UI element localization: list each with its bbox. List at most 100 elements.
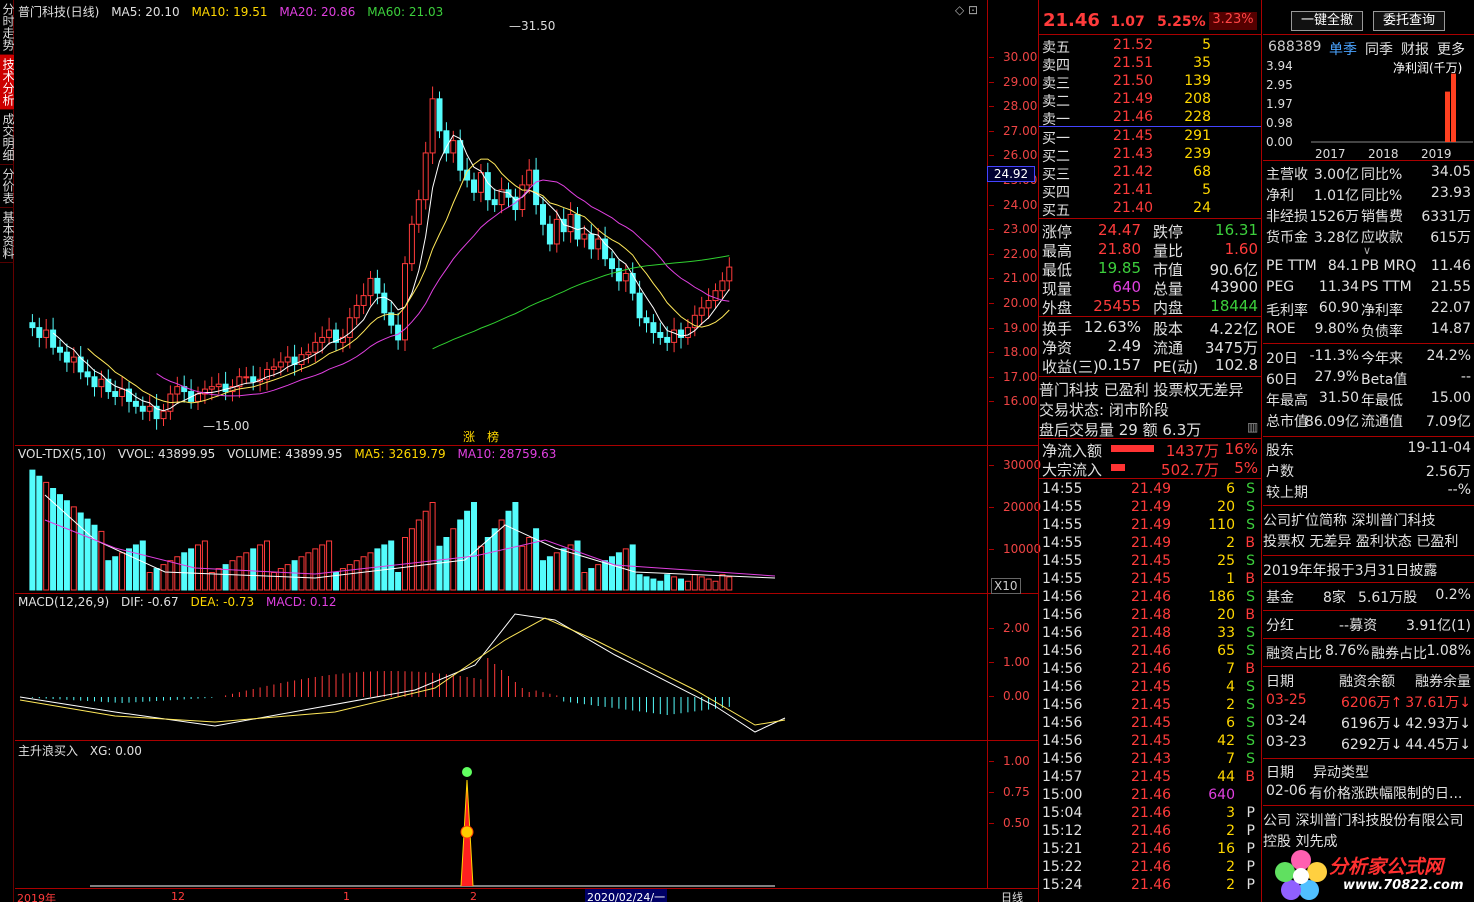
tick-row[interactable]: 14:56 21.48 33 S xyxy=(1039,625,1261,643)
tick-row[interactable]: 14:56 21.45 42 S xyxy=(1039,733,1261,751)
volume-bar xyxy=(174,556,181,591)
tick-price: 21.49 xyxy=(1131,481,1172,497)
volume-bar xyxy=(188,548,195,591)
dif-line xyxy=(19,613,786,733)
volume-label: VOLUME: 43899.95 xyxy=(227,447,343,461)
tick-row[interactable]: 15:21 21.46 16 P xyxy=(1039,841,1261,859)
ask-row[interactable]: 卖四 21.51 35 xyxy=(1039,55,1261,74)
tick-row[interactable]: 14:56 21.45 2 S xyxy=(1039,697,1261,715)
tick-row[interactable]: 15:00 21.46 640 xyxy=(1039,787,1261,805)
stat-label: 内盘 xyxy=(1153,299,1184,317)
stat-label: 最高 xyxy=(1042,242,1073,260)
kline-chart-area[interactable]: 普门科技(日线) MA5: 20.10 MA10: 19.51 MA20: 20… xyxy=(15,0,1041,902)
tick-row[interactable]: 14:55 21.49 2 B xyxy=(1039,535,1261,553)
tick-row[interactable]: 15:22 21.46 2 P xyxy=(1039,859,1261,877)
tick-row[interactable]: 14:56 21.45 4 S xyxy=(1039,679,1261,697)
side-tab-1[interactable]: 技术分析 xyxy=(0,55,15,110)
margin-head-short: 融券余量 xyxy=(1415,674,1471,690)
candle xyxy=(533,169,540,206)
fin-label: PS TTM xyxy=(1361,279,1412,295)
bid-row[interactable]: 买三 21.42 68 xyxy=(1039,164,1261,183)
bid-row[interactable]: 买二 21.43 239 xyxy=(1039,146,1261,165)
expand-icon[interactable]: ∨ xyxy=(1363,244,1372,257)
volume-bar xyxy=(691,574,698,591)
candle xyxy=(650,322,657,334)
fin-value: 19-11-04 xyxy=(1407,440,1471,456)
fin-tab-1[interactable]: 同季 xyxy=(1365,42,1393,58)
tick-row[interactable]: 14:55 21.45 25 S xyxy=(1039,553,1261,571)
ask-price: 21.51 xyxy=(1113,55,1154,71)
ask-label: 卖一 xyxy=(1042,112,1070,128)
fin-label: 销售费 xyxy=(1361,209,1403,225)
tick-row[interactable]: 14:56 21.45 6 S xyxy=(1039,715,1261,733)
bid-row[interactable]: 买一 21.45 291 xyxy=(1039,128,1261,147)
ask-label: 卖五 xyxy=(1042,40,1070,56)
stat-value: 12.63% xyxy=(1083,318,1141,336)
event-head-date: 日期 xyxy=(1266,765,1294,781)
bid-row[interactable]: 买四 21.41 5 xyxy=(1039,182,1261,201)
fin-tabs[interactable]: 单季 同季 财报 更多 xyxy=(1329,39,1473,59)
bid-row[interactable]: 买五 21.40 24 xyxy=(1039,200,1261,219)
bar-title: 净利润(千万) xyxy=(1393,61,1462,75)
event-row[interactable]: 02-06 有价格涨跌幅限制的日... xyxy=(1263,783,1474,804)
volume-bar xyxy=(105,560,112,591)
tick-row[interactable]: 14:56 21.46 7 B xyxy=(1039,661,1261,679)
tick-row[interactable]: 14:55 21.49 20 S xyxy=(1039,499,1261,517)
tick-row[interactable]: 14:56 21.48 20 B xyxy=(1039,607,1261,625)
candle xyxy=(319,336,326,343)
volume-bar xyxy=(484,537,491,591)
axis-tick: 26.00 xyxy=(1003,148,1038,163)
tick-volume: 65 xyxy=(1217,643,1235,659)
side-tab-4[interactable]: 基本资料 xyxy=(0,208,15,263)
bid-label: 买一 xyxy=(1042,131,1070,147)
tick-row[interactable]: 15:04 21.46 3 P xyxy=(1039,805,1261,823)
candle xyxy=(553,218,560,245)
tick-row[interactable]: 14:55 21.49 110 S xyxy=(1039,517,1261,535)
candle xyxy=(664,336,671,343)
tick-row[interactable]: 14:56 21.46 186 S xyxy=(1039,589,1261,607)
order-query-button[interactable]: 委托查询 xyxy=(1373,11,1445,31)
period-label[interactable]: 日线 xyxy=(1001,891,1023,902)
side-tab-2[interactable]: 成交明细 xyxy=(0,110,15,165)
fin-tab-2[interactable]: 财报 xyxy=(1401,42,1429,58)
ask-row[interactable]: 卖五 21.52 5 xyxy=(1039,37,1261,56)
tick-row[interactable]: 15:24 21.46 2 P xyxy=(1039,877,1261,895)
ask-row[interactable]: 卖二 21.49 208 xyxy=(1039,91,1261,110)
stat-value: 90.6亿 xyxy=(1209,261,1258,279)
fin-label: PEG xyxy=(1266,279,1295,295)
fin-label: 年最高 xyxy=(1266,393,1308,409)
side-tab-0[interactable]: 分时走势 xyxy=(0,0,15,55)
volume-bar xyxy=(533,528,540,591)
fin-label: 负债率 xyxy=(1361,324,1403,340)
fin-tab-3[interactable]: 更多 xyxy=(1437,42,1465,58)
dea-line xyxy=(19,617,786,726)
tick-row[interactable]: 14:55 21.49 6 S xyxy=(1039,481,1261,499)
candle xyxy=(105,378,112,393)
fin-value: 1.01亿 xyxy=(1313,188,1359,204)
tick-row[interactable]: 14:56 21.43 7 S xyxy=(1039,751,1261,769)
fin-value: 1526万 xyxy=(1309,209,1359,225)
fin-tab-0[interactable]: 单季 xyxy=(1329,42,1357,58)
fin-value: -- xyxy=(1460,369,1471,385)
ask-row[interactable]: 卖三 21.50 139 xyxy=(1039,73,1261,92)
ma60-line xyxy=(432,255,730,350)
tick-row[interactable]: 14:55 21.45 1 B xyxy=(1039,571,1261,589)
detail-icon[interactable]: ▥ xyxy=(1247,420,1259,434)
candle xyxy=(698,307,705,316)
ma20-line xyxy=(156,179,730,397)
volume-bar xyxy=(333,572,339,591)
tick-row[interactable]: 14:56 21.46 65 S xyxy=(1039,643,1261,661)
ask-row[interactable]: 卖一 21.46 228 xyxy=(1039,109,1261,128)
side-tab-3[interactable]: 分价表 xyxy=(0,165,15,208)
panel-toggle-icon[interactable]: ◇ ⊡ xyxy=(955,3,979,17)
cancel-all-button[interactable]: 一键全撤 xyxy=(1291,11,1363,31)
candle xyxy=(326,329,333,338)
volume-bar xyxy=(84,518,91,591)
stat-value: 24.47 xyxy=(1098,221,1141,239)
bid-price: 21.43 xyxy=(1113,146,1154,162)
volume-bar xyxy=(505,510,512,591)
tick-row[interactable]: 14:57 21.45 44 B xyxy=(1039,769,1261,787)
candle xyxy=(388,312,395,326)
ma5-label: MA5: 20.10 xyxy=(111,5,180,19)
tick-row[interactable]: 15:12 21.46 2 P xyxy=(1039,823,1261,841)
